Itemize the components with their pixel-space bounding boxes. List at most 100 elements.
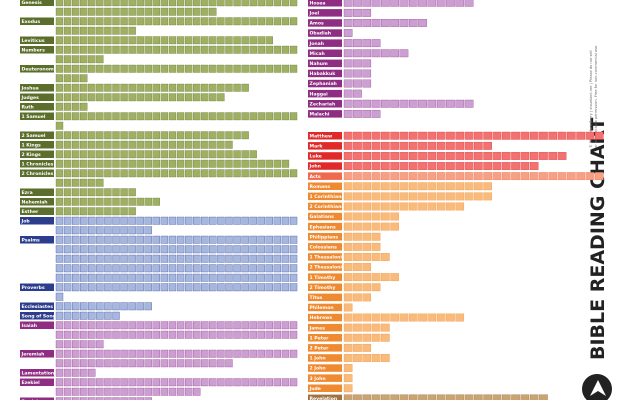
chapter-box <box>152 45 160 54</box>
chapter-box <box>436 172 446 181</box>
chapter-box <box>233 150 241 159</box>
chapter-box <box>63 311 72 320</box>
chapter-box <box>80 0 88 7</box>
chapter-box <box>104 207 112 216</box>
chapter-box <box>257 254 265 263</box>
chapter-box <box>152 254 160 263</box>
chapter-box <box>136 93 144 102</box>
chapter-box <box>265 169 273 178</box>
chapter-box <box>160 273 169 282</box>
chapter-box <box>184 36 193 45</box>
chapter-box <box>168 349 177 358</box>
chapter-box <box>128 150 136 159</box>
book-name: Jonah <box>309 41 325 47</box>
chapter-box <box>483 152 492 160</box>
chapter-box <box>144 283 152 292</box>
chapter-box <box>112 273 120 282</box>
chapter-box <box>104 83 112 92</box>
chapter-box <box>201 7 209 16</box>
chapter-box <box>193 112 201 121</box>
chapter-box <box>455 141 465 150</box>
chapter-box <box>71 264 80 273</box>
book-name: Judges <box>21 95 40 101</box>
chapter-box <box>371 131 381 140</box>
chapter-box <box>381 212 390 221</box>
chapter-box <box>464 0 474 7</box>
chapter-box <box>343 313 353 322</box>
chapter-box <box>201 0 209 7</box>
chapter-box <box>112 207 120 216</box>
chapter-box <box>55 140 64 149</box>
chapter-box <box>128 245 136 254</box>
chapter-box <box>241 112 249 121</box>
chapter-box <box>55 226 64 235</box>
chapter-box <box>399 182 409 191</box>
chapter-box <box>390 162 399 170</box>
chapter-box <box>381 323 390 332</box>
chapter-box <box>144 140 152 149</box>
chapter-box <box>343 99 353 108</box>
chapter-box <box>88 368 96 377</box>
chapter-box <box>71 273 80 282</box>
chapter-box <box>88 140 96 149</box>
chapter-box <box>104 311 112 320</box>
book-name: Isaiah <box>22 323 38 329</box>
chapter-box <box>492 162 502 170</box>
chapter-box <box>233 349 241 358</box>
book-name: Genesis <box>22 0 43 6</box>
chapter-box <box>193 245 201 254</box>
chapter-box <box>88 254 96 263</box>
chapter-box <box>136 216 144 225</box>
chapter-box <box>71 235 80 244</box>
chapter-box <box>120 245 128 254</box>
chapter-box <box>418 99 427 108</box>
chapter-box <box>71 349 80 358</box>
chapter-box <box>511 131 520 140</box>
chapter-box <box>120 387 128 396</box>
chapter-box <box>343 172 353 181</box>
chapter-box <box>217 273 225 282</box>
chapter-box <box>104 302 112 311</box>
chapter-box <box>152 159 160 168</box>
chapter-box <box>548 152 558 160</box>
chapter-box <box>55 93 64 102</box>
chapter-box <box>233 169 241 178</box>
chapter-box <box>249 321 257 330</box>
chapter-box <box>353 172 362 181</box>
chapter-box <box>120 378 128 387</box>
chapter-box <box>436 141 446 150</box>
chapter-box <box>225 235 233 244</box>
book-name: Joshua <box>21 85 39 91</box>
chapter-box <box>193 83 201 92</box>
chapter-box <box>249 273 257 282</box>
book-name: Acts <box>310 174 321 180</box>
chapter-box <box>265 283 273 292</box>
book-name: 2 Kings <box>22 152 41 158</box>
chapter-box <box>257 264 265 273</box>
chapter-box <box>353 273 362 282</box>
book-name: 2 Peter <box>310 346 330 352</box>
chapter-box <box>160 254 169 263</box>
chapter-box <box>80 188 88 197</box>
book-label-bg <box>308 384 342 392</box>
book-label-bg <box>308 29 342 37</box>
book-label-bg <box>308 59 342 68</box>
chapter-box <box>265 36 273 45</box>
chapter-box <box>152 349 160 358</box>
chapter-box <box>136 36 144 45</box>
book-label-bg <box>20 46 54 54</box>
chapter-box <box>160 169 169 178</box>
chapter-box <box>371 354 381 362</box>
chapter-box <box>96 45 104 54</box>
chapter-box <box>557 172 567 181</box>
book-label-bg <box>20 236 54 244</box>
book-label-bg <box>20 198 54 206</box>
chapter-box <box>104 359 112 368</box>
book-name: Micah <box>310 51 325 57</box>
chapter-box <box>501 131 511 140</box>
logo-mark <box>590 380 606 396</box>
chapter-box <box>241 216 249 225</box>
chapter-box <box>548 131 558 140</box>
chapter-box <box>63 0 72 7</box>
chapter-box <box>80 83 88 92</box>
